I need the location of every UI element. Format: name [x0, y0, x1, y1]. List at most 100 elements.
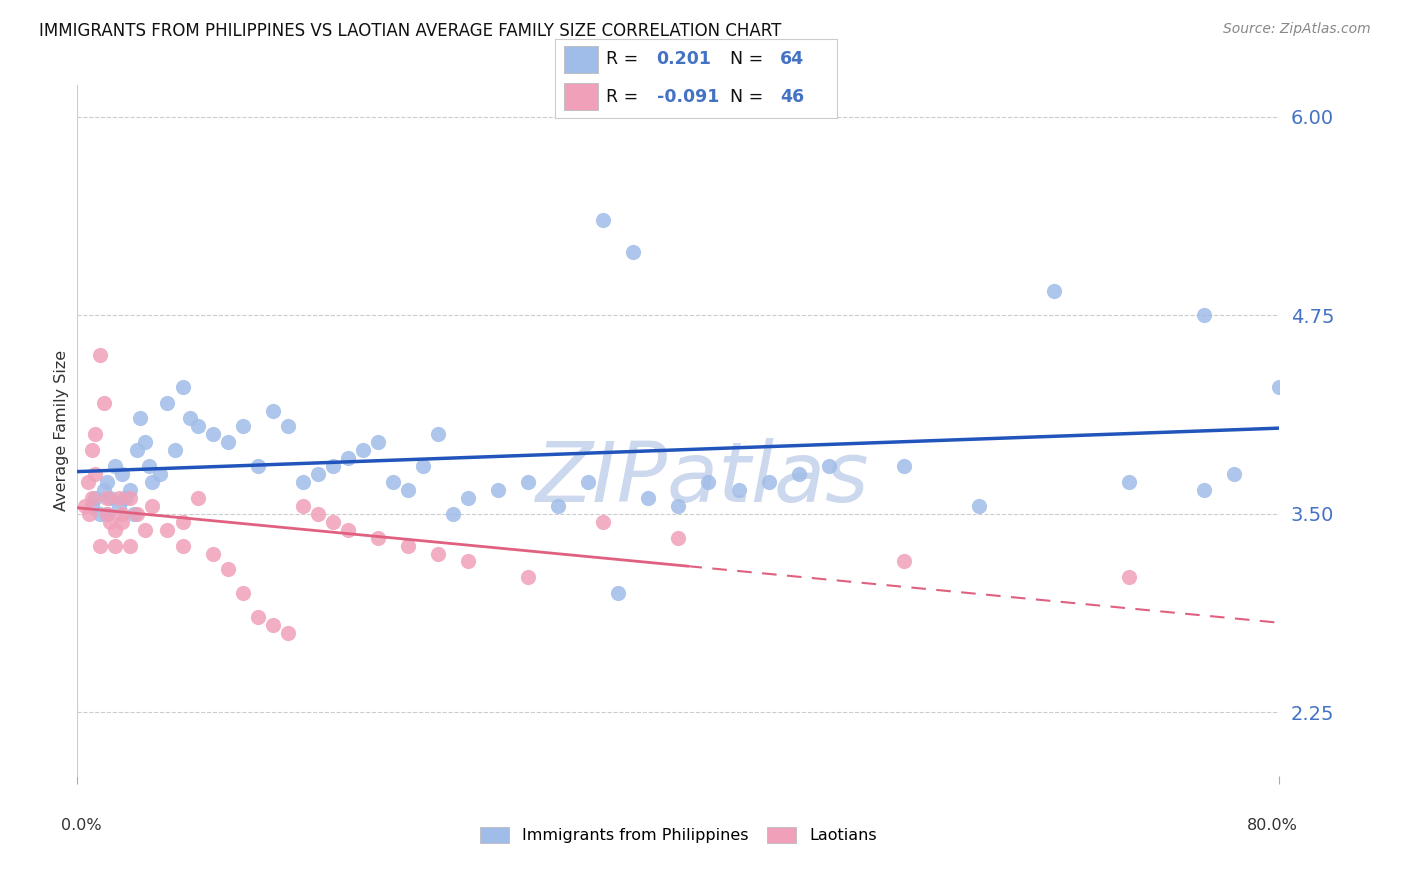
Text: N =: N = — [730, 88, 763, 106]
Point — [73, 499, 96, 513]
Point — [576, 475, 599, 489]
Point — [96, 507, 118, 521]
Point — [93, 395, 115, 409]
Point — [412, 459, 434, 474]
Point — [352, 443, 374, 458]
Point — [84, 491, 107, 505]
Point — [127, 507, 149, 521]
Point — [1118, 570, 1140, 584]
Point — [322, 459, 344, 474]
Text: 0.0%: 0.0% — [62, 818, 101, 832]
Point — [186, 419, 209, 434]
Y-axis label: Average Family Size: Average Family Size — [53, 350, 69, 511]
Text: Source: ZipAtlas.com: Source: ZipAtlas.com — [1223, 22, 1371, 37]
Point — [172, 515, 194, 529]
Text: 46: 46 — [780, 88, 804, 106]
Point — [367, 435, 389, 450]
Point — [201, 427, 224, 442]
Point — [129, 411, 152, 425]
Point — [262, 403, 284, 417]
Legend: Immigrants from Philippines, Laotians: Immigrants from Philippines, Laotians — [474, 821, 883, 849]
Point — [134, 435, 156, 450]
Point — [108, 491, 131, 505]
Point — [262, 618, 284, 632]
Point — [427, 427, 450, 442]
Point — [124, 507, 146, 521]
Point — [156, 523, 179, 537]
Point — [607, 586, 630, 600]
Point — [457, 491, 479, 505]
Point — [1043, 285, 1066, 299]
Point — [1268, 380, 1291, 394]
Point — [127, 443, 149, 458]
Point — [111, 515, 134, 529]
Text: N =: N = — [730, 50, 763, 69]
Point — [486, 483, 509, 497]
Point — [1194, 308, 1216, 322]
Point — [89, 507, 111, 521]
Point — [104, 459, 127, 474]
Point — [84, 427, 107, 442]
Point — [111, 507, 134, 521]
Point — [336, 523, 359, 537]
Point — [138, 459, 160, 474]
Text: ZIPatlas: ZIPatlas — [536, 438, 869, 519]
Point — [79, 507, 101, 521]
Text: 64: 64 — [780, 50, 804, 69]
Point — [291, 499, 314, 513]
Text: R =: R = — [606, 50, 638, 69]
Point — [787, 467, 810, 481]
Point — [186, 491, 209, 505]
Point — [100, 515, 122, 529]
Point — [149, 467, 172, 481]
Point — [172, 539, 194, 553]
Point — [621, 244, 644, 259]
Point — [277, 419, 299, 434]
Point — [96, 507, 118, 521]
Point — [111, 467, 134, 481]
Point — [277, 626, 299, 640]
Point — [104, 523, 127, 537]
Point — [232, 419, 254, 434]
Point — [100, 491, 122, 505]
Point — [441, 507, 464, 521]
Point — [1118, 475, 1140, 489]
Text: R =: R = — [606, 88, 638, 106]
Point — [381, 475, 404, 489]
Point — [89, 348, 111, 362]
Point — [246, 459, 269, 474]
Point — [967, 499, 990, 513]
Point — [517, 475, 540, 489]
Point — [89, 539, 111, 553]
Point — [108, 499, 131, 513]
Bar — [564, 46, 598, 73]
Point — [637, 491, 659, 505]
Point — [96, 475, 118, 489]
Point — [104, 539, 127, 553]
Point — [547, 499, 569, 513]
Point — [82, 499, 104, 513]
Point — [232, 586, 254, 600]
Point — [758, 475, 780, 489]
Point — [93, 483, 115, 497]
Point — [163, 443, 186, 458]
Point — [517, 570, 540, 584]
Point — [118, 483, 141, 497]
Point — [367, 531, 389, 545]
Point — [427, 547, 450, 561]
Text: -0.091: -0.091 — [657, 88, 718, 106]
Point — [396, 483, 419, 497]
Point — [1223, 467, 1246, 481]
Point — [76, 475, 98, 489]
Text: IMMIGRANTS FROM PHILIPPINES VS LAOTIAN AVERAGE FAMILY SIZE CORRELATION CHART: IMMIGRANTS FROM PHILIPPINES VS LAOTIAN A… — [39, 22, 782, 40]
Bar — [564, 83, 598, 110]
Point — [396, 539, 419, 553]
Text: 0.201: 0.201 — [657, 50, 711, 69]
Point — [96, 491, 118, 505]
Point — [291, 475, 314, 489]
Point — [217, 562, 239, 576]
Point — [217, 435, 239, 450]
Point — [592, 212, 614, 227]
Point — [457, 554, 479, 568]
Point — [307, 507, 329, 521]
